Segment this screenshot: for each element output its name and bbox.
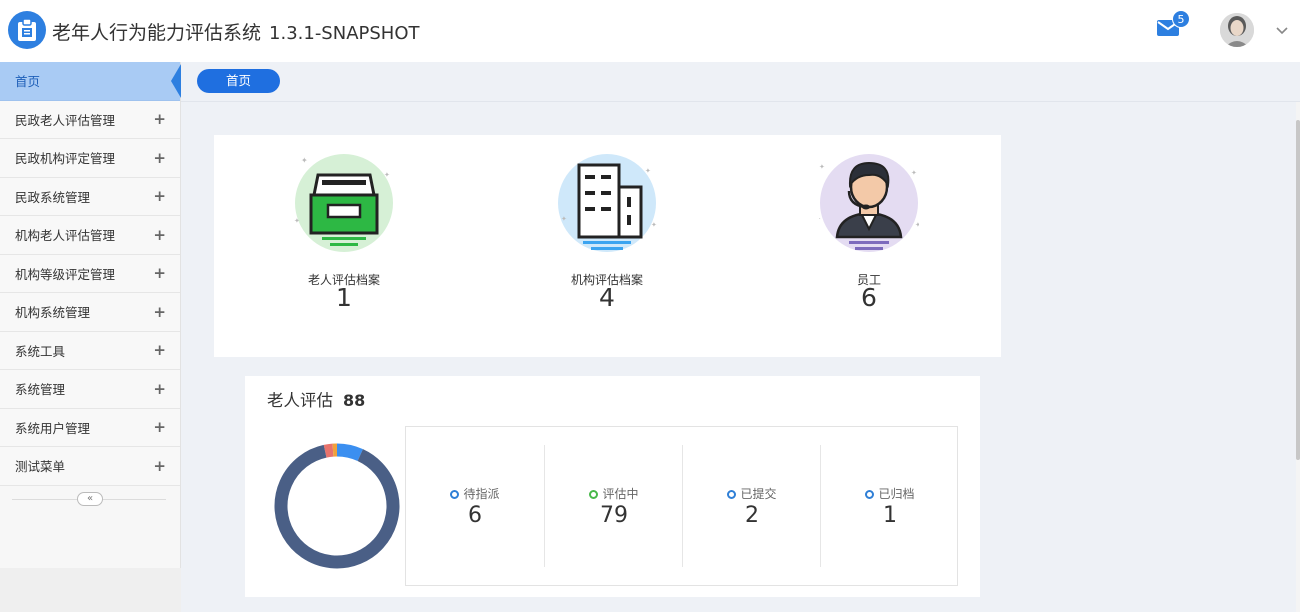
elder-eval-title-text: 老人评估 bbox=[267, 391, 333, 410]
user-avatar[interactable] bbox=[1220, 13, 1254, 47]
status-summary-box: 待指派 6 评估中 79 已提交 2 已归档 1 bbox=[405, 426, 958, 586]
sidebar-item-label: 机构系统管理 bbox=[15, 305, 91, 321]
sidebar-item-label: 民政机构评定管理 bbox=[15, 151, 116, 167]
top-header: 老年人行为能力评估系统 1.3.1-SNAPSHOT 5 bbox=[0, 0, 1300, 62]
stat-label: 机构评估档案 bbox=[570, 273, 643, 287]
svg-text:✦: ✦ bbox=[645, 167, 651, 175]
status-dot-icon bbox=[727, 490, 737, 499]
stat-value: 6 bbox=[861, 283, 877, 312]
sidebar-item-label: 机构老人评估管理 bbox=[15, 228, 116, 244]
sidebar-item-civil-elder-eval[interactable]: 民政老人评估管理 + bbox=[0, 100, 180, 139]
status-archived[interactable]: 已归档 1 bbox=[820, 445, 958, 567]
status-label: 已归档 bbox=[821, 485, 959, 502]
status-donut-chart bbox=[274, 443, 400, 569]
sidebar-item-org-elder-eval[interactable]: 机构老人评估管理 + bbox=[0, 216, 180, 255]
stat-value: 1 bbox=[336, 283, 352, 312]
status-label-text: 已归档 bbox=[878, 487, 915, 501]
svg-text:✦: ✦ bbox=[384, 171, 390, 179]
status-dot-icon bbox=[589, 490, 599, 499]
svg-text:✦: ✦ bbox=[651, 221, 657, 229]
status-label-text: 评估中 bbox=[602, 487, 639, 501]
page-scrollbar[interactable] bbox=[1296, 102, 1300, 612]
stat-value: 4 bbox=[599, 283, 615, 312]
sidebar-item-label: 首页 bbox=[15, 74, 41, 90]
svg-text:✦: ✦ bbox=[819, 163, 825, 171]
tab-home[interactable]: 首页 bbox=[197, 69, 280, 93]
status-pending-assign[interactable]: 待指派 6 bbox=[406, 445, 544, 567]
sidebar: 首页 民政老人评估管理 + 民政机构评定管理 + 民政系统管理 + 机构老人评估… bbox=[0, 62, 181, 612]
status-value: 79 bbox=[600, 503, 628, 528]
app-logo-icon bbox=[8, 11, 46, 49]
sidebar-item-system-admin[interactable]: 系统管理 + bbox=[0, 370, 180, 409]
svg-text:✦: ✦ bbox=[561, 215, 567, 223]
status-value: 1 bbox=[883, 503, 897, 528]
sidebar-item-label: 民政老人评估管理 bbox=[15, 112, 116, 128]
sidebar-item-org-level-rating[interactable]: 机构等级评定管理 + bbox=[0, 254, 180, 293]
expand-plus-icon[interactable]: + bbox=[153, 264, 166, 283]
expand-plus-icon[interactable]: + bbox=[153, 110, 166, 129]
status-evaluating[interactable]: 评估中 79 bbox=[544, 445, 682, 567]
sidebar-item-civil-system[interactable]: 民政系统管理 + bbox=[0, 177, 180, 216]
app-name: 老年人行为能力评估系统 bbox=[52, 22, 262, 44]
svg-text:✦: ✦ bbox=[294, 217, 300, 225]
scrollbar-thumb[interactable] bbox=[1296, 120, 1300, 460]
breadcrumb: 首页 bbox=[181, 62, 1300, 102]
status-dot-icon bbox=[865, 490, 875, 499]
sidebar-item-label: 系统用户管理 bbox=[15, 420, 91, 436]
status-label: 已提交 bbox=[683, 485, 821, 502]
svg-text:✦: ✦ bbox=[911, 169, 917, 177]
sidebar-item-label: 系统工具 bbox=[15, 343, 66, 359]
app-version: 1.3.1-SNAPSHOT bbox=[269, 23, 420, 44]
sidebar-item-test-menu[interactable]: 测试菜单 + bbox=[0, 447, 180, 486]
donut-slice-2 bbox=[323, 443, 334, 458]
sidebar-item-label: 机构等级评定管理 bbox=[15, 266, 116, 282]
svg-text:✦: ✦ bbox=[819, 215, 821, 223]
building-icon: ✦ ✦ ✦ bbox=[557, 145, 657, 255]
elder-eval-card: 老人评估 88 待指派 6 评估中 79 已提交 2 已归档 1 bbox=[245, 376, 980, 597]
chevron-down-icon[interactable] bbox=[1272, 20, 1292, 40]
elder-eval-total: 88 bbox=[343, 391, 366, 410]
expand-plus-icon[interactable]: + bbox=[153, 148, 166, 167]
svg-text:✦: ✦ bbox=[915, 221, 919, 229]
sidebar-item-label: 系统管理 bbox=[15, 382, 66, 398]
expand-plus-icon[interactable]: + bbox=[153, 379, 166, 398]
status-submitted[interactable]: 已提交 2 bbox=[682, 445, 820, 567]
stat-label: 老人评估档案 bbox=[307, 273, 380, 287]
sidebar-collapse-row: « bbox=[0, 486, 180, 512]
sidebar-collapse-button[interactable]: « bbox=[77, 491, 103, 506]
sidebar-item-civil-org-rating[interactable]: 民政机构评定管理 + bbox=[0, 139, 180, 178]
sidebar-item-label: 测试菜单 bbox=[15, 459, 66, 475]
stats-card: ✦ ✦ ✦ 老人评估档案 1 ✦ ✦ ✦ bbox=[214, 135, 1001, 357]
expand-plus-icon[interactable]: + bbox=[153, 302, 166, 321]
sidebar-item-user-admin[interactable]: 系统用户管理 + bbox=[0, 408, 180, 447]
donut-slice-1 bbox=[274, 444, 400, 569]
donut-slice-0 bbox=[336, 443, 363, 462]
mail-badge: 5 bbox=[1172, 10, 1190, 28]
expand-plus-icon[interactable]: + bbox=[153, 225, 166, 244]
status-label: 评估中 bbox=[545, 485, 683, 502]
app-title: 老年人行为能力评估系统 1.3.1-SNAPSHOT bbox=[52, 18, 420, 45]
expand-plus-icon[interactable]: + bbox=[153, 187, 166, 206]
archive-box-icon: ✦ ✦ ✦ bbox=[294, 145, 394, 255]
staff-headset-icon: ✦ ✦ ✦ ✦ bbox=[815, 145, 921, 255]
active-indicator bbox=[171, 64, 181, 98]
expand-plus-icon[interactable]: + bbox=[153, 341, 166, 360]
elder-eval-title: 老人评估 88 bbox=[267, 387, 365, 411]
stat-label: 员工 bbox=[856, 273, 881, 287]
sidebar-item-system-tools[interactable]: 系统工具 + bbox=[0, 331, 180, 370]
status-label-text: 待指派 bbox=[463, 487, 500, 501]
status-dot-icon bbox=[450, 490, 460, 499]
status-label-text: 已提交 bbox=[740, 487, 777, 501]
expand-plus-icon[interactable]: + bbox=[153, 418, 166, 437]
expand-plus-icon[interactable]: + bbox=[153, 456, 166, 475]
svg-text:✦: ✦ bbox=[301, 156, 308, 165]
sidebar-footer bbox=[0, 568, 181, 612]
status-label: 待指派 bbox=[406, 485, 544, 502]
sidebar-item-label: 民政系统管理 bbox=[15, 189, 91, 205]
status-value: 2 bbox=[745, 503, 759, 528]
sidebar-item-org-system[interactable]: 机构系统管理 + bbox=[0, 293, 180, 332]
status-value: 6 bbox=[468, 503, 482, 528]
sidebar-item-home[interactable]: 首页 bbox=[0, 62, 180, 101]
